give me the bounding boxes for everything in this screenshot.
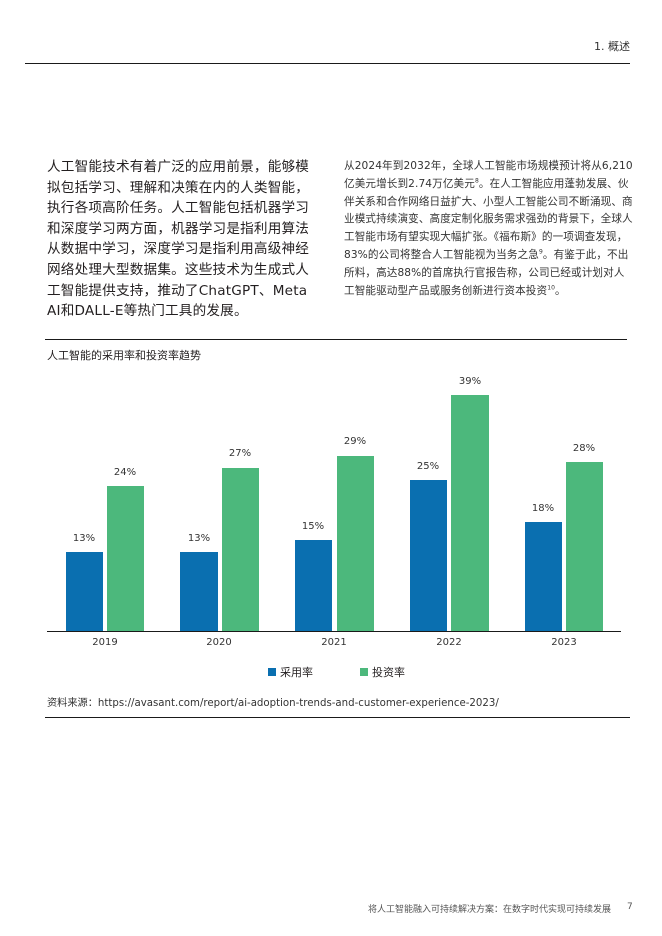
header-rule	[25, 63, 630, 65]
value-label: 13%	[72, 533, 96, 544]
legend-swatch-blue-icon	[268, 668, 276, 676]
page-number: 7	[627, 902, 633, 912]
footnote-ref[interactable]: 10	[547, 284, 556, 292]
legend-investment: 投资率	[360, 664, 405, 680]
bar-investment-2019	[107, 486, 144, 631]
footnote-ref[interactable]: 9	[538, 248, 543, 256]
value-label: 25%	[416, 461, 440, 472]
bar-investment-2023	[566, 462, 603, 631]
x-tick-label: 2023	[551, 637, 577, 648]
bar-investment-2022	[451, 395, 489, 631]
intro-paragraph: 人工智能技术有着广泛的应用前景，能够模拟包括学习、理解和决策在内的人类智能，执行…	[47, 159, 310, 320]
value-label: 28%	[572, 443, 596, 454]
bar-adoption-2023	[525, 522, 562, 631]
value-label: 13%	[187, 533, 211, 544]
bar-adoption-2019	[66, 552, 103, 631]
section-label: 1. 概述	[594, 40, 630, 53]
footnote-ref[interactable]: 8	[474, 177, 479, 185]
bar-adoption-2020	[180, 552, 218, 631]
market-paragraph: 从2024年到2032年，全球人工智能市场规模预计将从6,210亿美元增长到2.…	[344, 160, 633, 297]
value-label: 24%	[113, 467, 137, 478]
chart-bottom-rule	[45, 717, 630, 719]
chart-top-rule	[45, 339, 627, 341]
value-label: 27%	[228, 448, 252, 459]
x-tick-label: 2020	[206, 637, 232, 648]
bar-adoption-2022	[410, 480, 447, 631]
footer-title: 将人工智能融入可持续解决方案：在数字时代实现可持续发展	[368, 905, 612, 915]
source-citation[interactable]: 资料来源：https://avasant.com/report/ai-adopt…	[47, 698, 499, 709]
value-label: 15%	[301, 521, 325, 532]
x-tick-label: 2019	[92, 637, 118, 648]
bar-investment-2020	[222, 468, 259, 631]
legend-adoption: 采用率	[268, 664, 313, 680]
x-tick-label: 2021	[321, 637, 347, 648]
value-label: 18%	[531, 503, 555, 514]
x-tick-label: 2022	[436, 637, 462, 648]
legend-swatch-green-icon	[360, 668, 368, 676]
value-label: 29%	[343, 436, 367, 447]
bar-adoption-2021	[295, 540, 332, 631]
bar-investment-2021	[337, 456, 374, 631]
chart-x-axis	[47, 631, 621, 633]
value-label: 39%	[458, 376, 482, 387]
chart-title: 人工智能的采用率和投资率趋势	[47, 349, 201, 362]
